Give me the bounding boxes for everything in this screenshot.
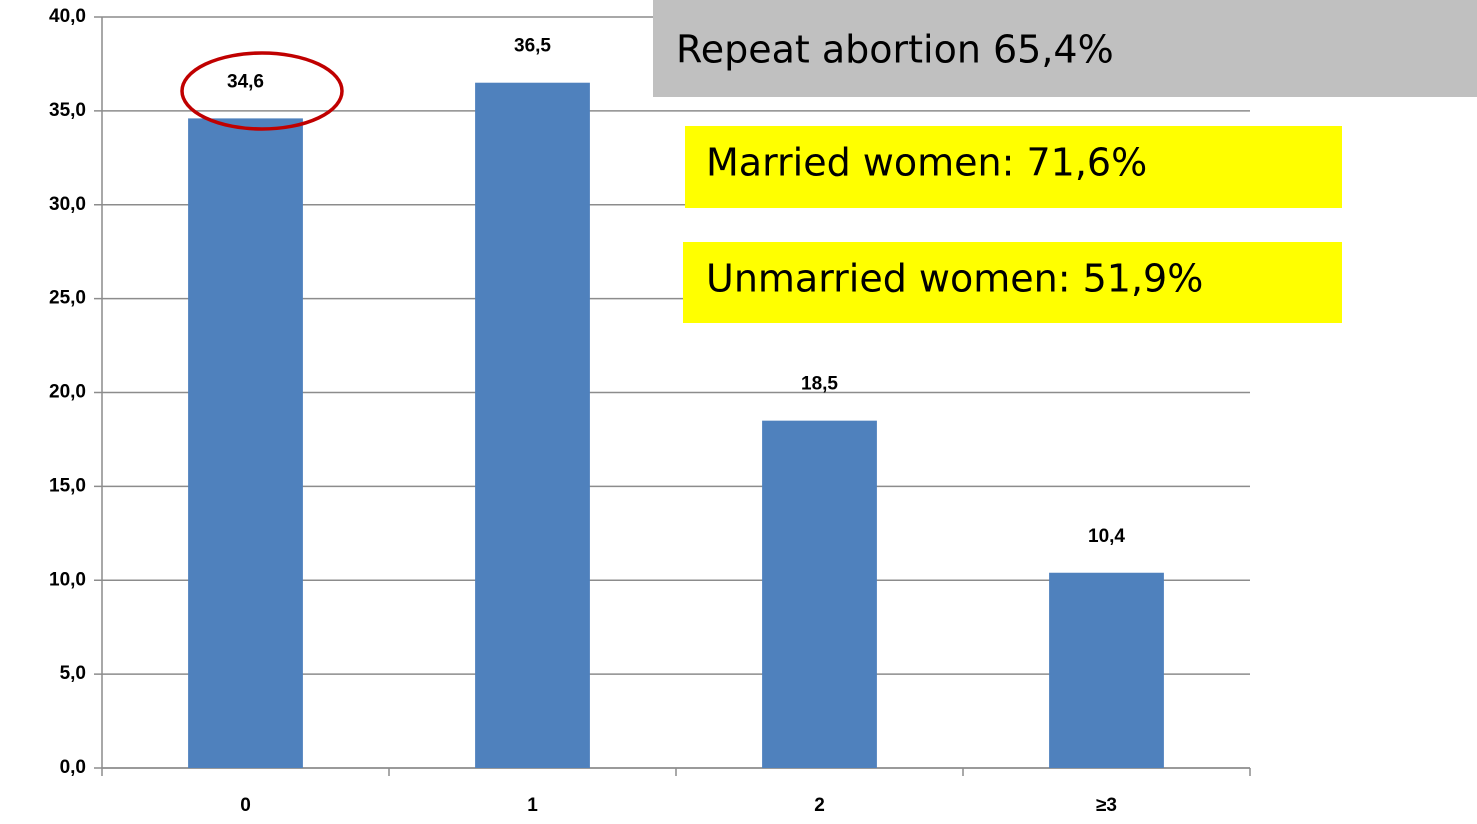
bar (475, 82, 590, 768)
annotation-text: Repeat abortion 65,4% (676, 28, 1114, 72)
annotation-box (683, 242, 1342, 323)
y-tick-label: 30,0 (49, 194, 86, 215)
annotation-text: Unmarried women: 51,9% (706, 257, 1203, 301)
x-tick-label: 1 (527, 795, 538, 816)
bar (762, 420, 877, 768)
y-tick-label: 25,0 (49, 288, 86, 309)
bar (1049, 572, 1164, 768)
bar (188, 118, 303, 768)
x-tick-label: 0 (240, 795, 251, 816)
annotation-box (653, 0, 1477, 97)
y-tick-label: 20,0 (49, 382, 86, 403)
y-tick-label: 40,0 (49, 6, 86, 27)
y-tick-label: 10,0 (49, 569, 86, 590)
highlight-ellipse (180, 51, 344, 131)
data-label: 34,6 (227, 71, 264, 92)
y-tick-label: 0,0 (60, 757, 86, 778)
annotation-text: Married women: 71,6% (706, 141, 1147, 185)
y-tick-label: 15,0 (49, 475, 86, 496)
y-tick-label: 35,0 (49, 100, 86, 121)
x-tick-label: 2 (814, 795, 825, 816)
x-tick-label: ≥3 (1096, 795, 1117, 816)
data-label: 18,5 (801, 374, 838, 395)
y-tick-label: 5,0 (60, 663, 86, 684)
data-label: 36,5 (514, 36, 551, 57)
data-label: 10,4 (1088, 526, 1125, 547)
annotation-box (685, 126, 1342, 208)
